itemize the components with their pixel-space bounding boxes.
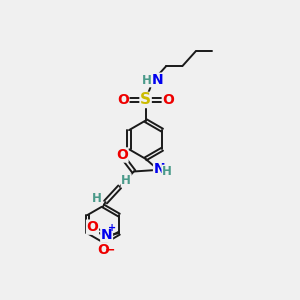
Text: O: O <box>87 220 98 234</box>
Text: S: S <box>140 92 151 107</box>
Text: O: O <box>98 243 109 257</box>
Text: O: O <box>117 93 129 107</box>
Text: H: H <box>162 165 172 178</box>
Text: H: H <box>92 192 102 205</box>
Text: O: O <box>162 93 174 107</box>
Text: +: + <box>109 223 117 233</box>
Text: −: − <box>105 243 116 256</box>
Text: H: H <box>142 74 152 87</box>
Text: N: N <box>101 228 112 242</box>
Text: N: N <box>154 162 165 176</box>
Text: N: N <box>152 73 164 87</box>
Text: H: H <box>121 174 131 187</box>
Text: O: O <box>116 148 128 162</box>
